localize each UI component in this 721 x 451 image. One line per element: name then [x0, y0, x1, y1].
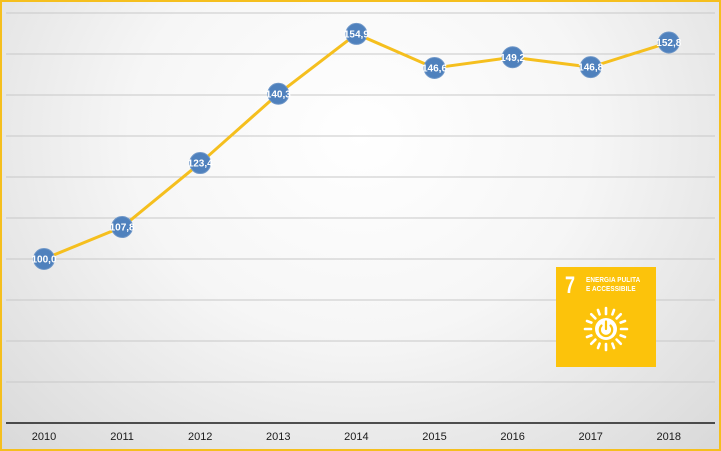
sdg-goal-7-badge: 7 ENERGIA PULITA E ACCESSIBILE	[556, 267, 656, 367]
data-label: 146,6	[422, 63, 447, 74]
data-label: 123,4	[188, 159, 213, 170]
data-point-marker	[579, 56, 602, 79]
series-line	[43, 32, 670, 261]
x-tick-label: 2013	[266, 431, 290, 443]
data-label: 154,9	[344, 29, 369, 40]
data-point: 154,9	[344, 22, 369, 45]
x-axis-tick-labels: 2010 2011 2012 2013 2014 2015 2016 2017 2018	[32, 431, 681, 443]
sun-power-icon	[583, 306, 629, 352]
x-tick-label: 2014	[344, 431, 368, 443]
data-label: 140,3	[266, 89, 291, 100]
x-tick-label: 2011	[110, 431, 134, 443]
data-point: 146,8	[578, 56, 604, 79]
data-point-marker	[111, 216, 134, 239]
data-point-marker	[501, 46, 524, 69]
data-label: 100,0	[31, 255, 56, 266]
sdg-number: 7	[565, 272, 576, 299]
data-label: 149,2	[500, 53, 525, 64]
data-point: 149,2	[500, 46, 526, 69]
data-point: 123,4	[188, 152, 213, 175]
data-point-marker	[33, 248, 55, 270]
data-label: 146,8	[578, 63, 603, 74]
x-tick-label: 2010	[32, 431, 56, 443]
sdg-title: ENERGIA PULITA E ACCESSIBILE	[586, 275, 641, 293]
data-point-marker	[267, 82, 290, 105]
data-point: 140,3	[266, 82, 291, 105]
data-label: 107,8	[110, 223, 135, 234]
data-point: 107,8	[110, 216, 135, 239]
x-tick-label: 2018	[657, 431, 681, 443]
data-label: 152,8	[656, 38, 681, 49]
data-points: 100,0 107,8 123,4 140,3 154,9 146,6 149,2 146,8…	[31, 22, 682, 270]
x-tick-label: 2015	[422, 431, 446, 443]
x-tick-label: 2016	[500, 431, 524, 443]
data-point-marker	[423, 56, 446, 79]
data-point-marker	[189, 152, 212, 175]
x-tick-label: 2012	[188, 431, 212, 443]
x-tick-label: 2017	[578, 431, 602, 443]
data-point-marker	[657, 31, 680, 54]
data-point: 152,8	[656, 31, 682, 54]
data-point-marker	[345, 22, 368, 45]
data-point: 146,6	[422, 56, 447, 79]
gridlines	[6, 12, 715, 383]
data-point: 100,0	[31, 248, 57, 270]
